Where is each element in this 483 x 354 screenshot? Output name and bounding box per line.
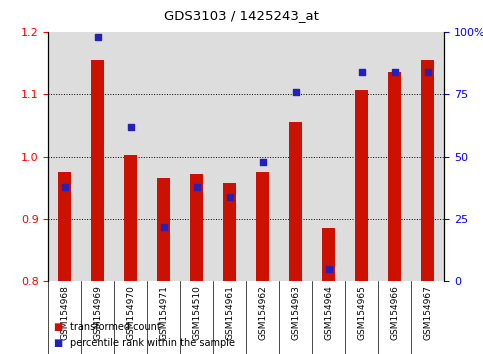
- Bar: [58, 172, 71, 281]
- Bar: [190, 174, 203, 281]
- Text: transformed count: transformed count: [70, 322, 161, 332]
- Point: [292, 89, 299, 95]
- Bar: [256, 172, 270, 281]
- Point: [259, 159, 267, 165]
- Bar: [289, 122, 302, 281]
- Text: percentile rank within the sample: percentile rank within the sample: [70, 338, 235, 348]
- Point: [358, 69, 366, 75]
- Bar: [91, 60, 104, 281]
- Point: [61, 184, 69, 189]
- Text: GSM154964: GSM154964: [325, 285, 333, 340]
- Text: GSM154970: GSM154970: [127, 285, 135, 340]
- Text: GSM154962: GSM154962: [258, 285, 267, 340]
- Text: GSM154966: GSM154966: [390, 285, 399, 340]
- Point: [391, 69, 399, 75]
- Point: [94, 34, 102, 40]
- Text: GSM154961: GSM154961: [226, 285, 234, 340]
- Text: GSM154969: GSM154969: [93, 285, 102, 340]
- Point: [226, 194, 234, 199]
- Bar: [223, 183, 237, 281]
- Point: [127, 124, 135, 130]
- Text: GSM154967: GSM154967: [424, 285, 432, 340]
- Point: [424, 69, 432, 75]
- Point: [160, 224, 168, 229]
- Point: [325, 266, 333, 272]
- Bar: [388, 73, 401, 281]
- Bar: [157, 178, 170, 281]
- Text: ■: ■: [53, 338, 62, 348]
- Text: GSM154963: GSM154963: [291, 285, 300, 340]
- Text: ■: ■: [53, 322, 62, 332]
- Bar: [124, 155, 138, 281]
- Bar: [355, 90, 369, 281]
- Bar: [421, 60, 435, 281]
- Text: GSM154965: GSM154965: [357, 285, 366, 340]
- Point: [193, 184, 201, 189]
- Text: GSM154971: GSM154971: [159, 285, 168, 340]
- Text: GSM154510: GSM154510: [192, 285, 201, 340]
- Text: GSM154968: GSM154968: [60, 285, 69, 340]
- Text: GDS3103 / 1425243_at: GDS3103 / 1425243_at: [164, 9, 319, 22]
- Bar: [322, 228, 335, 281]
